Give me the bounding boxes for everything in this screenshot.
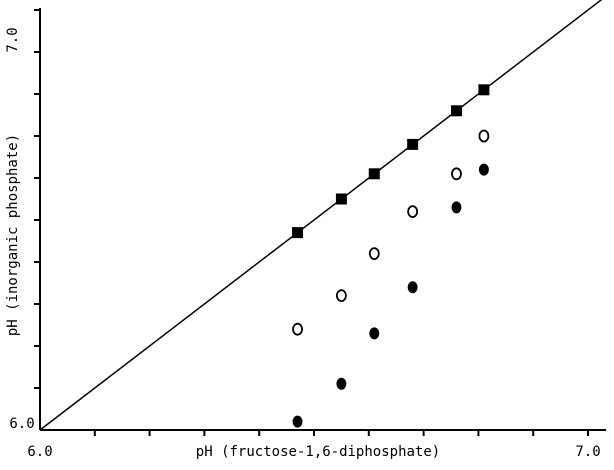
data-points	[292, 84, 490, 428]
filled-square-point	[450, 105, 462, 117]
open-circle-point	[478, 129, 490, 143]
filled-circle-point	[369, 327, 380, 340]
filled-square-point	[335, 193, 347, 205]
open-circle-point	[407, 205, 419, 219]
filled-circle-point	[292, 415, 303, 428]
open-circle-point	[335, 289, 347, 303]
filled-square-point	[478, 84, 490, 96]
y-axis-label: pH (inorganic phosphate)	[5, 134, 21, 336]
open-circle-point	[292, 322, 303, 336]
filled-circle-point	[478, 163, 489, 176]
axes	[39, 8, 606, 431]
filled-square-point	[292, 227, 304, 239]
tick-marks	[34, 9, 589, 436]
y-tick-label-max: 7.0	[5, 27, 21, 52]
identity-line	[39, 0, 603, 431]
x-axis-label: pH (fructose-1,6-diphosphate)	[196, 444, 440, 460]
filled-square-point	[368, 168, 380, 180]
open-circle-point	[368, 247, 380, 261]
x-tick-label-min: 6.0	[27, 444, 52, 460]
filled-circle-point	[407, 281, 418, 294]
open-circle-point	[451, 167, 462, 181]
y-tick-label-min: 6.0	[9, 416, 34, 432]
filled-circle-point	[336, 377, 347, 390]
x-tick-label-max: 7.0	[575, 444, 600, 460]
filled-circle-point	[451, 201, 462, 214]
filled-square-point	[407, 138, 419, 150]
